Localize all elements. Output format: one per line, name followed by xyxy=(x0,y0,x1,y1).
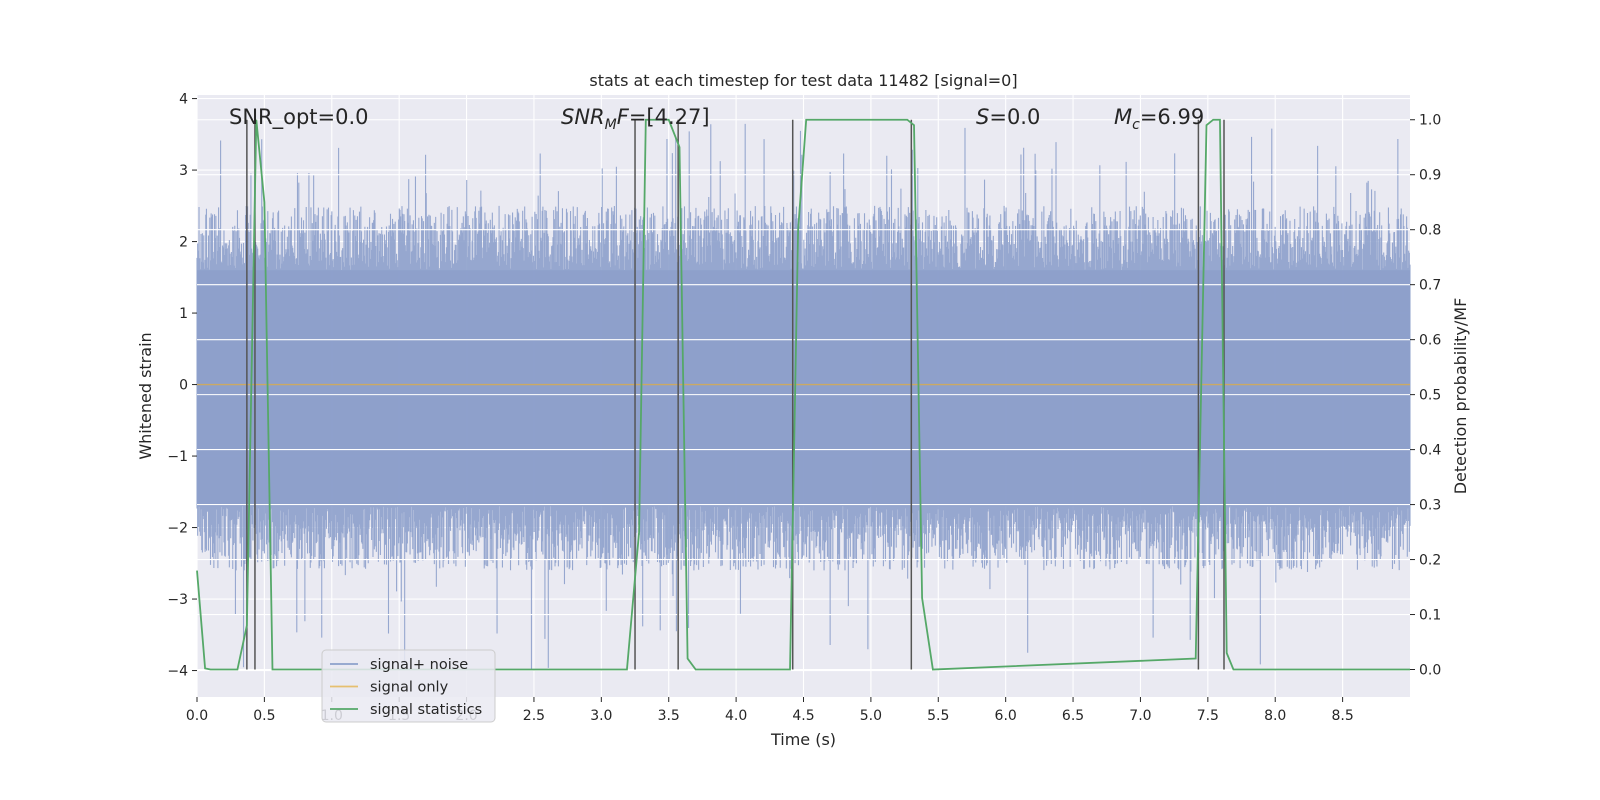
y-tick-label-right: 0.3 xyxy=(1419,498,1441,514)
x-tick-label: 7.5 xyxy=(1197,708,1219,724)
annotation-snr-opt: SNR_opt=0.0 xyxy=(229,105,369,130)
x-tick-label: 3.0 xyxy=(590,708,612,724)
chart-title: stats at each timestep for test data 114… xyxy=(589,71,1017,90)
y-tick-label-right: 0.5 xyxy=(1419,388,1441,404)
axes: 0.00.51.01.52.02.53.03.54.04.55.05.56.06… xyxy=(167,92,1441,724)
annotation-s: S=0.0 xyxy=(976,105,1040,129)
y-tick-label-left: 0 xyxy=(179,378,188,394)
y-tick-label-right: 0.9 xyxy=(1419,168,1441,184)
x-tick-label: 8.5 xyxy=(1331,708,1353,724)
x-tick-label: 3.5 xyxy=(658,708,680,724)
legend-label: signal+ noise xyxy=(370,657,468,673)
x-tick-label: 8.0 xyxy=(1264,708,1286,724)
y-tick-label-left: −1 xyxy=(167,449,188,465)
signal-statistics-line xyxy=(196,118,1410,671)
annotation-snr-mf-value: =[4.27] xyxy=(629,105,710,129)
annotation-mc-rest: =6.99 xyxy=(1140,105,1204,129)
x-tick-label: 2.5 xyxy=(523,708,545,724)
y-tick-label-right: 0.2 xyxy=(1419,553,1441,569)
y-tick-label-left: 4 xyxy=(179,92,188,108)
y-tick-label-left: 1 xyxy=(179,306,188,322)
x-tick-label: 6.5 xyxy=(1062,708,1084,724)
annotation-mc: Mc=6.99 xyxy=(1114,105,1204,133)
legend-box xyxy=(321,649,496,723)
annotation-s-rest: =0.0 xyxy=(989,105,1040,129)
x-tick-label: 4.0 xyxy=(725,708,747,724)
legend-label: signal only xyxy=(370,680,449,696)
x-axis-label: Time (s) xyxy=(770,730,836,749)
y-tick-label-right: 0.8 xyxy=(1419,223,1441,239)
series-signal-plus-noise xyxy=(196,119,1411,671)
series-signal-statistics xyxy=(196,118,1410,671)
y-tick-label-right: 0.4 xyxy=(1419,443,1441,459)
annotation-mc-sub: c xyxy=(1132,117,1140,133)
annotation-snr-mf-sub: M xyxy=(605,117,617,133)
x-tick-label: 0.5 xyxy=(253,708,275,724)
annotation-snr-mf-rest: F=[4.27] xyxy=(617,105,710,129)
y-tick-label-right: 0.0 xyxy=(1419,663,1441,679)
y-tick-label-right: 0.6 xyxy=(1419,333,1441,349)
y-tick-label-right: 0.1 xyxy=(1419,608,1441,624)
x-tick-label: 5.5 xyxy=(927,708,949,724)
x-tick-label: 6.0 xyxy=(995,708,1017,724)
y-axis-label-left: Whitened strain xyxy=(136,332,155,459)
x-tick-label: 0.0 xyxy=(186,708,208,724)
legend-label: signal statistics xyxy=(370,702,482,718)
annotation-snr-mf-main: SNR xyxy=(561,105,605,129)
y-tick-label-right: 0.7 xyxy=(1419,278,1441,294)
y-tick-label-left: 2 xyxy=(179,235,188,251)
annotation-snr-mf-f: F xyxy=(617,105,630,129)
y-tick-label-left: 3 xyxy=(179,163,188,179)
y-tick-label-left: −3 xyxy=(167,592,188,608)
y-tick-label-left: −4 xyxy=(167,664,188,680)
y-tick-label-left: −2 xyxy=(167,521,188,537)
legend: signal+ noise signal only signal statistic… xyxy=(321,649,496,723)
y-axis-label-right: Detection probability/MF xyxy=(1451,298,1470,495)
y-tick-label-right: 1.0 xyxy=(1419,113,1441,129)
annotation-snr-mf: SNRMF=[4.27] xyxy=(561,105,710,133)
x-tick-label: 7.0 xyxy=(1129,708,1151,724)
x-tick-label: 5.0 xyxy=(860,708,882,724)
annotation-s-main: S xyxy=(976,105,989,129)
x-tick-label: 4.5 xyxy=(792,708,814,724)
annotation-mc-main: M xyxy=(1114,105,1132,129)
